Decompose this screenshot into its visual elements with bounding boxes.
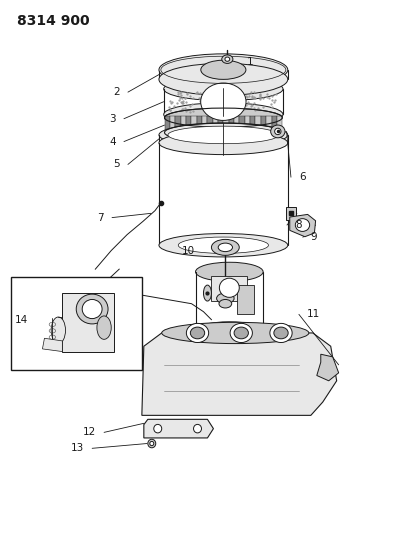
Bar (286, 207, 296, 220)
Ellipse shape (178, 237, 269, 253)
Ellipse shape (219, 300, 232, 308)
Text: 13: 13 (71, 443, 84, 453)
Bar (164, 116, 170, 135)
Ellipse shape (159, 63, 288, 95)
Polygon shape (290, 214, 316, 237)
Bar (213, 116, 218, 135)
Ellipse shape (196, 322, 263, 339)
Bar (271, 116, 277, 135)
Polygon shape (142, 333, 337, 415)
Text: 2: 2 (113, 87, 120, 97)
Bar (223, 116, 229, 135)
Ellipse shape (271, 125, 285, 138)
Ellipse shape (270, 324, 292, 343)
Polygon shape (144, 419, 213, 438)
Bar (234, 116, 239, 135)
Ellipse shape (148, 439, 156, 448)
Text: 12: 12 (83, 427, 96, 438)
Bar (11, 277, 142, 370)
Bar (250, 116, 255, 135)
Bar (218, 116, 223, 135)
Bar (197, 116, 202, 135)
Ellipse shape (225, 57, 230, 61)
Text: 10: 10 (182, 246, 195, 255)
Bar (229, 116, 234, 135)
Bar (266, 116, 271, 135)
Text: 11: 11 (307, 309, 320, 319)
Text: 9: 9 (311, 232, 318, 243)
Bar (207, 116, 213, 135)
Ellipse shape (51, 317, 65, 344)
Bar (255, 116, 261, 135)
Ellipse shape (295, 219, 310, 231)
Ellipse shape (274, 327, 288, 339)
Text: 6: 6 (299, 172, 306, 182)
Text: 1: 1 (247, 57, 254, 67)
Bar (261, 116, 266, 135)
Ellipse shape (168, 126, 279, 144)
Text: 14: 14 (15, 314, 28, 325)
Ellipse shape (217, 293, 234, 304)
Ellipse shape (159, 131, 288, 155)
Ellipse shape (194, 424, 201, 433)
Text: 4: 4 (109, 136, 116, 147)
Text: 7: 7 (97, 213, 104, 223)
Ellipse shape (164, 108, 282, 127)
Bar (191, 116, 197, 135)
Text: 3: 3 (109, 114, 116, 124)
Bar (175, 116, 181, 135)
Ellipse shape (201, 83, 246, 120)
Text: 5: 5 (113, 159, 120, 169)
Ellipse shape (211, 239, 239, 255)
Ellipse shape (164, 77, 283, 101)
Ellipse shape (76, 294, 108, 324)
Ellipse shape (162, 322, 309, 344)
Bar (277, 116, 282, 135)
Ellipse shape (219, 278, 239, 297)
Bar (239, 116, 245, 135)
Bar (237, 285, 254, 314)
Text: 8: 8 (295, 220, 302, 230)
Ellipse shape (234, 327, 249, 339)
Ellipse shape (164, 103, 283, 126)
Ellipse shape (203, 285, 211, 301)
Ellipse shape (222, 55, 233, 63)
Ellipse shape (275, 128, 281, 135)
Ellipse shape (154, 424, 162, 433)
Polygon shape (42, 338, 62, 352)
Ellipse shape (159, 54, 288, 86)
Ellipse shape (201, 60, 246, 79)
Bar (186, 116, 191, 135)
Polygon shape (317, 354, 339, 381)
Ellipse shape (196, 262, 263, 281)
Ellipse shape (97, 316, 111, 340)
Ellipse shape (159, 233, 288, 257)
Ellipse shape (230, 324, 253, 343)
Ellipse shape (186, 324, 209, 343)
Ellipse shape (159, 123, 288, 147)
Ellipse shape (218, 243, 233, 252)
Bar (202, 116, 207, 135)
Bar (62, 293, 114, 352)
Ellipse shape (150, 441, 154, 446)
Bar (170, 116, 175, 135)
Ellipse shape (190, 327, 205, 339)
Bar (181, 116, 186, 135)
Bar (245, 116, 250, 135)
Bar (211, 276, 247, 301)
Ellipse shape (82, 300, 102, 319)
Ellipse shape (164, 123, 282, 142)
Text: 8314 900: 8314 900 (17, 14, 89, 28)
